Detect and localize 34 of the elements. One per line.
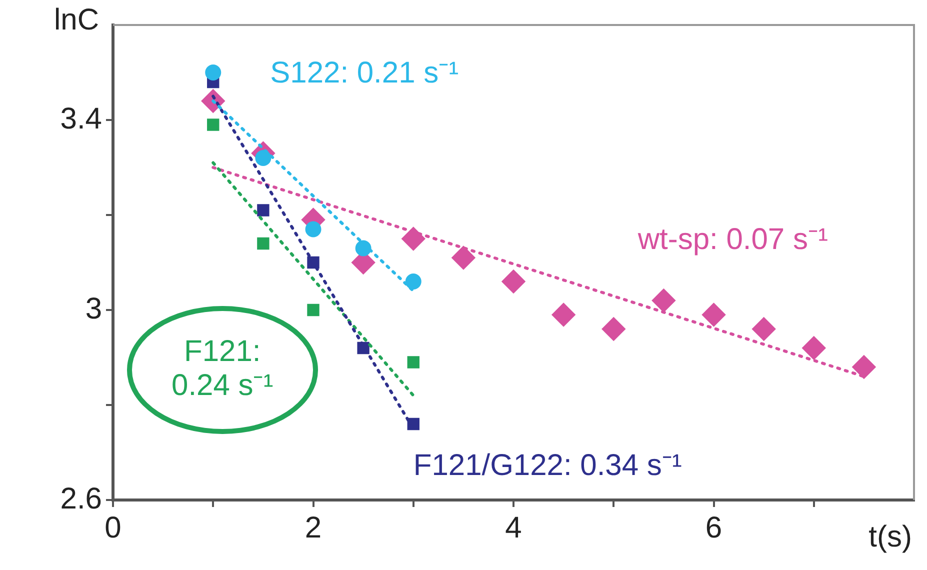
point [852,356,876,378]
point [652,289,676,312]
y-axis-title: lnC [54,3,99,36]
text: F121: 0.24 s⁻¹ [172,334,274,402]
series-label: wt-sp: 0.07 s⁻¹ [636,222,828,256]
point [702,303,726,326]
point [452,246,475,270]
series-label: F121/G122: 0.34 s⁻¹ [413,449,682,482]
x-axis-title: t(s) [868,520,912,554]
point [305,221,322,238]
point [307,304,320,316]
point [502,270,525,293]
point [402,227,425,250]
point [602,318,626,340]
x-tick-label: 6 [705,511,722,544]
point [405,274,422,290]
x-tick-label: 0 [104,511,122,544]
series-label: S122: 0.21 s⁻¹ [270,56,459,90]
point [207,118,220,131]
point [355,240,372,256]
point [752,318,776,340]
x-tick-label: 4 [505,511,522,544]
point [255,150,272,166]
point [552,303,576,326]
point [257,237,270,250]
point [257,204,270,216]
y-tick-label: 2.6 [60,482,102,516]
point [205,64,222,80]
x-tick-label: 2 [304,511,322,544]
point [307,256,320,269]
point [407,356,420,368]
y-tick-label: 3 [85,292,102,326]
point [802,336,826,360]
y-tick-label: 3.4 [60,102,102,136]
